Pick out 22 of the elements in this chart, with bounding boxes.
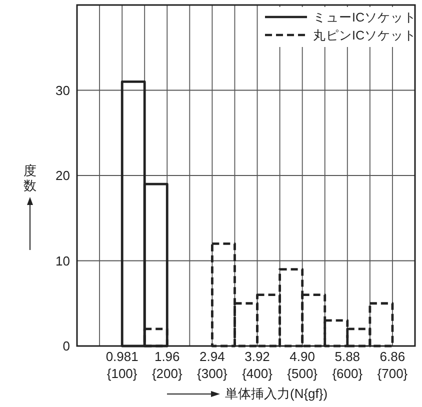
legend-label: 丸ピンICソケット bbox=[313, 28, 416, 42]
y-tick-label: 0 bbox=[62, 338, 70, 354]
x2-tick-label: {600} bbox=[332, 366, 364, 381]
x2-tick-label: {100} bbox=[106, 366, 138, 381]
x-tick-label: 1.96 bbox=[154, 349, 180, 364]
x2-tick-label: {300} bbox=[197, 366, 228, 381]
x-tick-label: 2.94 bbox=[200, 349, 225, 364]
x2-tick-label: {500} bbox=[287, 366, 318, 381]
legend-label: ミューICソケット bbox=[313, 10, 416, 24]
x-tick-label: 6.86 bbox=[380, 349, 406, 364]
y-axis-title: 度数 bbox=[24, 163, 36, 193]
x-tick-label: 3.92 bbox=[244, 349, 270, 364]
x-axis-title: 単体挿入力(N{gf}) bbox=[225, 386, 328, 401]
x-tick-label: 0.981 bbox=[106, 349, 138, 364]
y-tick-label: 10 bbox=[56, 253, 70, 268]
y-tick-label: 30 bbox=[56, 82, 70, 98]
x-tick-label: 5.88 bbox=[334, 349, 360, 364]
x2-tick-label: {200} bbox=[152, 366, 183, 381]
x2-tick-label: {400} bbox=[242, 366, 274, 381]
y-tick-label: 20 bbox=[56, 168, 70, 183]
x-tick-label: 4.90 bbox=[290, 349, 315, 364]
x2-tick-label: {700} bbox=[377, 366, 408, 381]
